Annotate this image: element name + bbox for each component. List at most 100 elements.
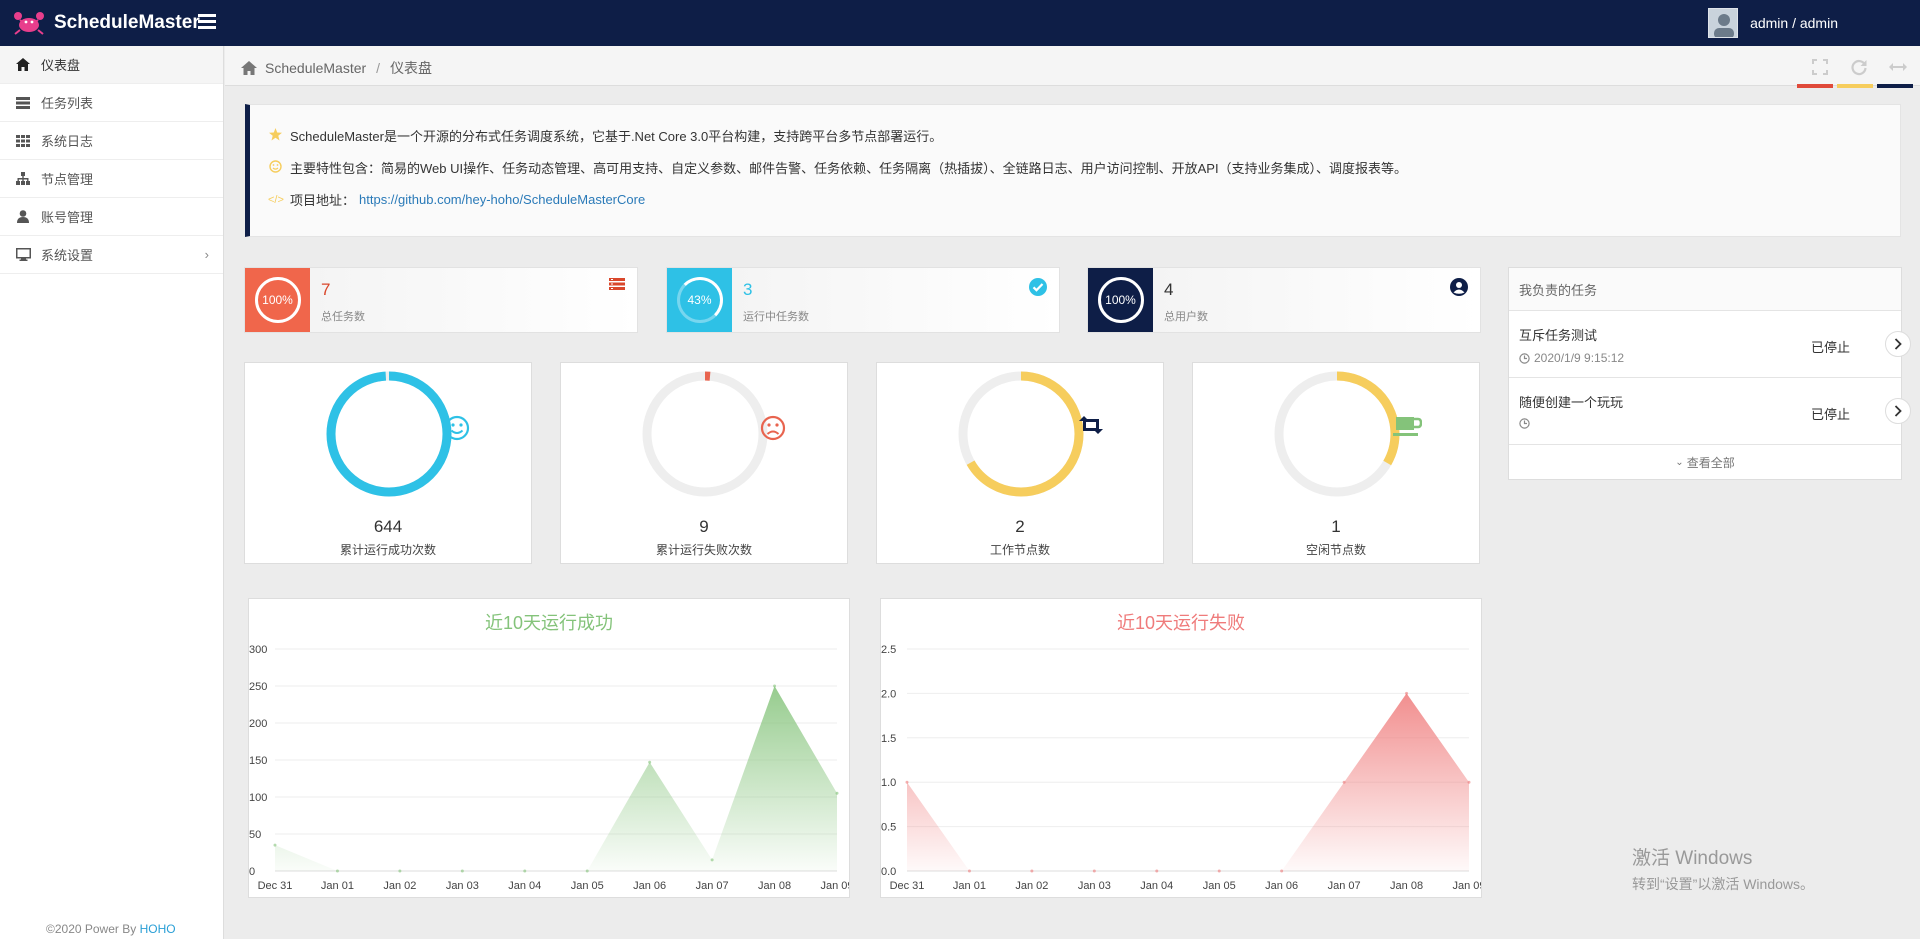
my-tasks-header: 我负责的任务 <box>1509 268 1901 311</box>
brand-logo[interactable]: ScheduleMaster <box>12 0 200 46</box>
sidebar: 仪表盘 任务列表 系统日志 节点管理 账号管理 系统设置 › <box>0 46 224 939</box>
chevron-right-icon[interactable] <box>1885 398 1911 424</box>
stat-badge: 100% <box>245 268 310 332</box>
gauge-value: 9 <box>699 517 709 536</box>
area-series <box>275 686 837 871</box>
y-tick-label: 0 <box>249 866 255 878</box>
y-tick-label: 1.5 <box>881 733 896 745</box>
user-menu[interactable]: admin / admin <box>1708 8 1838 38</box>
x-tick-label: Dec 31 <box>258 880 293 892</box>
x-tick-label: Jan 01 <box>321 880 354 892</box>
intro-panel: ScheduleMaster是一个开源的分布式任务调度系统，它基于.Net Co… <box>245 104 1901 237</box>
x-tick-label: Jan 03 <box>1078 880 1111 892</box>
user-icon <box>15 209 31 225</box>
smile-icon <box>268 159 282 176</box>
tasks-list-icon <box>609 278 625 293</box>
y-tick-label: 2.5 <box>881 644 896 656</box>
breadcrumb-root[interactable]: ScheduleMaster <box>265 60 367 76</box>
user-circle-icon <box>1450 278 1468 299</box>
x-tick-label: Jan 09 <box>1452 880 1481 892</box>
data-point <box>710 858 714 862</box>
sidebar-item-accounts[interactable]: 账号管理 <box>0 198 223 236</box>
stat-card-total-tasks[interactable]: 100% 7 总任务数 <box>244 267 638 333</box>
chart-success: 近10天运行成功 0 50 100 150 200 250 300 Dec 31 Jan 01 Ja… <box>248 598 850 898</box>
x-tick-label: Jan 07 <box>1328 880 1361 892</box>
data-point <box>1342 780 1346 784</box>
footer-copyright: ©2020 Power By HOHO <box>46 922 176 936</box>
gauge-card-working-nodes: 2 工作节点数 <box>876 362 1164 564</box>
sidebar-item-label: 系统日志 <box>41 134 94 149</box>
task-date <box>1519 418 1534 429</box>
intro-line-1: ScheduleMaster是一个开源的分布式任务调度系统，它基于.Net Co… <box>268 126 942 145</box>
task-date: 2020/1/9 9:15:12 <box>1519 351 1624 365</box>
task-title: 互斥任务测试 <box>1519 328 1598 343</box>
stat-percent: 100% <box>1097 277 1144 323</box>
data-point <box>1405 691 1409 695</box>
stat-label: 总用户数 <box>1164 311 1208 323</box>
y-tick-label: 0.5 <box>881 822 896 834</box>
star-icon <box>268 127 282 144</box>
breadcrumb-bar: ScheduleMaster / 仪表盘 <box>225 46 1920 88</box>
stat-badge: 43% <box>667 268 732 332</box>
stat-value: 3 <box>743 280 753 299</box>
list-item[interactable]: 随便创建一个玩玩 已停止 <box>1509 378 1911 445</box>
data-point <box>1280 869 1284 873</box>
chart-failed-svg: 近10天运行失败 0.0 0.5 1.0 1.5 2.0 2.5 Dec 31 Jan 01 Ja… <box>881 613 1481 892</box>
refresh-icon[interactable] <box>1848 56 1870 78</box>
y-tick-label: 1.0 <box>881 777 896 789</box>
data-point <box>1030 869 1034 873</box>
chevron-down-icon: ⌄ <box>1675 456 1684 468</box>
fullscreen-icon[interactable] <box>1809 56 1831 78</box>
stat-percent: 100% <box>254 277 301 323</box>
x-tick-label: Jan 09 <box>820 880 849 892</box>
stat-card-running-tasks[interactable]: 43% 3 运行中任务数 <box>666 267 1060 333</box>
stat-percent: 43% <box>676 277 723 323</box>
x-tick-label: Jan 03 <box>446 880 479 892</box>
y-tick-label: 250 <box>249 681 267 693</box>
data-point <box>648 760 652 764</box>
y-tick-label: 200 <box>249 718 267 730</box>
expand-width-icon[interactable] <box>1887 56 1909 78</box>
breadcrumb-separator: / <box>376 60 381 76</box>
sidebar-item-tasks[interactable]: 任务列表 <box>0 84 223 122</box>
data-point <box>585 869 589 873</box>
x-tick-label: Jan 02 <box>383 880 416 892</box>
home-icon <box>15 57 31 73</box>
watermark-title: 激活 Windows <box>1632 848 1753 869</box>
task-status: 已停止 <box>1811 407 1851 422</box>
watermark-subtitle: 转到“设置”以激活 Windows。 <box>1632 876 1815 892</box>
data-point <box>967 869 971 873</box>
crab-logo-icon <box>14 12 44 35</box>
x-tick-label: Jan 04 <box>1140 880 1173 892</box>
x-tick-label: Jan 05 <box>1203 880 1236 892</box>
stat-label: 运行中任务数 <box>743 311 809 323</box>
x-tick-label: Jan 05 <box>571 880 604 892</box>
sidebar-item-settings[interactable]: 系统设置 › <box>0 236 223 274</box>
data-point <box>773 684 777 688</box>
home-icon[interactable] <box>241 61 257 75</box>
gauge-label: 工作节点数 <box>989 543 1050 557</box>
check-circle-icon <box>1029 278 1047 299</box>
x-tick-label: Jan 06 <box>633 880 666 892</box>
footer-link[interactable]: HOHO <box>139 922 176 936</box>
stat-card-users[interactable]: 100% 4 总用户数 <box>1087 267 1481 333</box>
project-link[interactable]: https://github.com/hey-hoho/ScheduleMast… <box>359 192 646 207</box>
gauge-label: 累计运行失败次数 <box>655 543 752 557</box>
menu-toggle-icon[interactable] <box>198 14 216 30</box>
data-point <box>1155 869 1159 873</box>
stat-value: 7 <box>321 280 331 299</box>
retweet-icon <box>997 409 1103 457</box>
data-point <box>335 869 339 873</box>
x-tick-label: Jan 08 <box>1390 880 1423 892</box>
chevron-right-icon[interactable] <box>1885 331 1911 357</box>
sidebar-item-logs[interactable]: 系统日志 <box>0 122 223 160</box>
sidebar-item-dashboard[interactable]: 仪表盘 <box>0 46 223 84</box>
footer-text: ©2020 Power By <box>46 922 140 936</box>
sidebar-item-nodes[interactable]: 节点管理 <box>0 160 223 198</box>
data-point <box>273 843 277 847</box>
intro-text-2: 主要特性包含：简易的Web UI操作、任务动态管理、高可用支持、自定义参数、邮件… <box>290 161 1408 176</box>
list-item[interactable]: 互斥任务测试 2020/1/9 9:15:12 已停止 <box>1509 311 1911 378</box>
view-all-button[interactable]: ⌄ 查看全部 <box>1509 445 1901 479</box>
x-tick-label: Jan 07 <box>696 880 729 892</box>
task-date-text: 2020/1/9 9:15:12 <box>1534 351 1625 365</box>
